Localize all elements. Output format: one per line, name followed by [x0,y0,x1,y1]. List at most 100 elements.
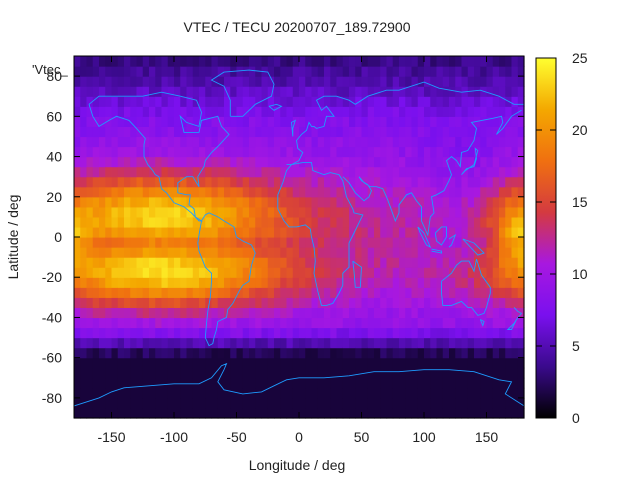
heatmap-cell [267,76,275,87]
heatmap-cell [355,397,363,409]
heatmap-cell [392,397,400,409]
heatmap-cell [442,166,450,178]
heatmap-cell [280,196,288,208]
heatmap-cell [274,66,281,77]
heatmap-cell [411,186,419,198]
heatmap-cell [186,136,194,148]
heatmap-cell [236,297,244,308]
heatmap-cell [99,377,106,389]
heatmap-cell [492,357,500,369]
heatmap-cell [474,397,481,409]
heatmap-cell [374,126,381,138]
heatmap-cell [180,247,188,258]
heatmap-cell [517,407,525,419]
heatmap-cell [80,367,88,379]
heatmap-cell [117,196,125,208]
heatmap-cell [155,407,163,419]
heatmap-cell [155,66,163,77]
heatmap-cell [367,317,375,329]
heatmap-cell [111,226,119,238]
heatmap-cell [461,407,469,419]
heatmap-cell [180,226,188,238]
heatmap-cell [130,367,138,379]
heatmap-cell [317,307,325,319]
heatmap-cell [92,257,100,268]
heatmap-cell [336,247,344,258]
heatmap-cell [411,196,419,208]
heatmap-cell [417,407,425,419]
heatmap-cell [305,96,313,107]
heatmap-cell [342,377,350,389]
heatmap-cell [249,196,256,208]
heatmap-cell [267,176,275,188]
heatmap-cell [367,116,375,127]
heatmap-cell [411,237,419,248]
heatmap-cell [124,307,131,319]
heatmap-cell [167,176,175,188]
heatmap-cell [336,216,344,228]
heatmap-cell [111,267,119,278]
heatmap-cell [174,297,181,308]
heatmap-cell [261,237,269,248]
heatmap-cell [174,126,181,138]
heatmap-cell [99,387,106,399]
heatmap-cell [167,327,175,339]
heatmap-cell [292,317,300,329]
heatmap-cell [155,277,163,288]
heatmap-cell [336,267,344,278]
heatmap-cell [224,277,231,288]
heatmap-cell [480,237,488,248]
heatmap-cell [480,327,488,339]
heatmap-cell [386,86,394,97]
heatmap-cell [392,307,400,319]
heatmap-cell [474,307,481,319]
heatmap-cell [174,267,181,278]
heatmap-cell [349,297,356,308]
heatmap-cell [236,86,244,97]
heatmap-cell [505,397,513,409]
heatmap-cell [136,367,144,379]
heatmap-cell [180,186,188,198]
heatmap-cell [92,337,100,349]
heatmap-cell [430,106,438,117]
heatmap-cell [436,166,444,178]
heatmap-cell [336,156,344,168]
heatmap-cell [99,186,106,198]
heatmap-cell [517,156,525,168]
heatmap-cell [249,66,256,77]
heatmap-cell [99,407,106,419]
heatmap-cell [167,237,175,248]
heatmap-cell [361,166,369,178]
heatmap-cell [386,116,394,127]
heatmap-cell [211,297,219,308]
heatmap-cell [80,196,88,208]
heatmap-cell [167,257,175,268]
heatmap-cell [205,186,213,198]
heatmap-cell [205,166,213,178]
heatmap-cell [367,56,375,67]
heatmap-cell [117,56,125,67]
heatmap-cell [492,66,500,77]
heatmap-cell [474,407,481,419]
heatmap-cell [92,126,100,138]
heatmap-cell [311,377,319,389]
heatmap-cell [386,136,394,148]
heatmap-cell [324,206,331,218]
heatmap-cell [317,56,325,67]
y-tick-label: 0 [54,229,62,245]
heatmap-cell [111,237,119,248]
heatmap-cell [180,277,188,288]
heatmap-cell [380,387,388,399]
heatmap-cell [199,397,206,409]
heatmap-cell [324,317,331,329]
heatmap-cell [317,126,325,138]
heatmap-cell [442,407,450,419]
heatmap-cell [117,156,125,168]
heatmap-cell [355,96,363,107]
heatmap-cell [299,156,306,168]
heatmap-cell [486,347,494,359]
heatmap-cell [211,277,219,288]
heatmap-cell [224,206,231,218]
heatmap-cell [255,186,263,198]
heatmap-cell [230,277,238,288]
